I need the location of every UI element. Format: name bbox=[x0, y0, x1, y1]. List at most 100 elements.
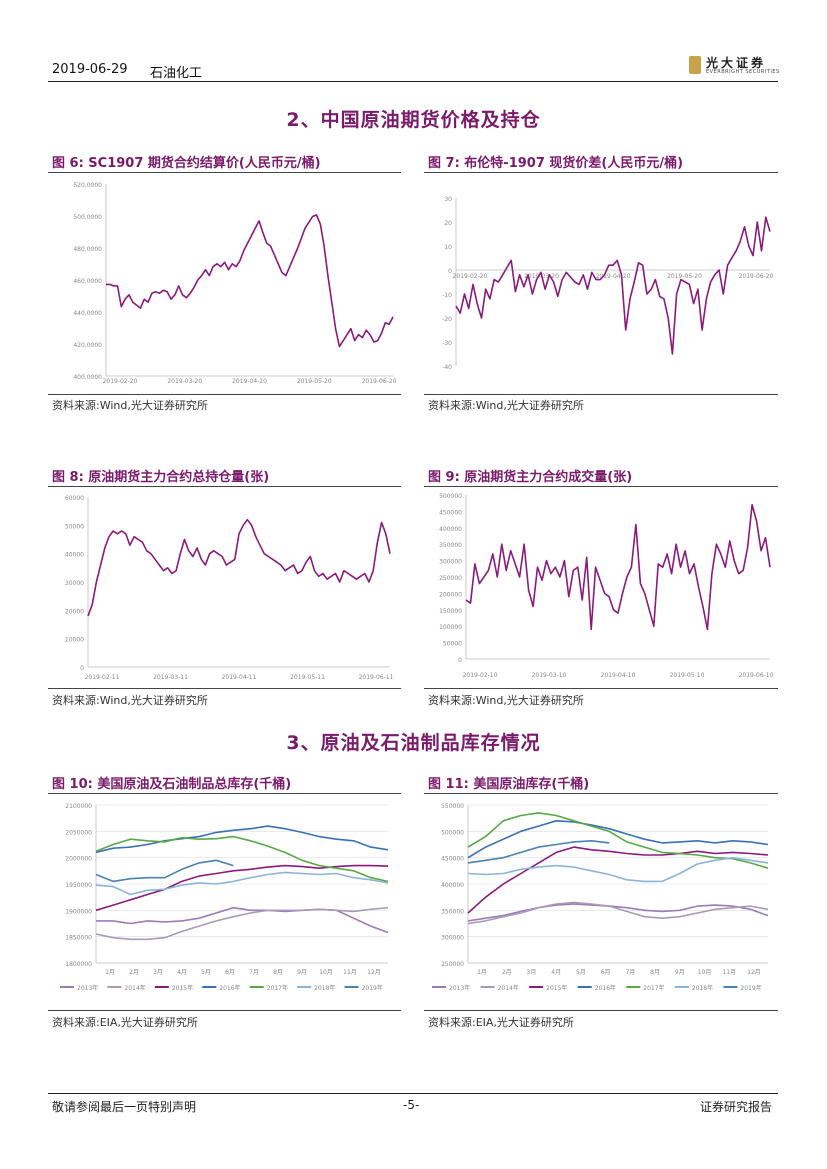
x-tick-label: 12月 bbox=[747, 969, 761, 976]
series-line-2013年 bbox=[96, 906, 389, 934]
y-tick-label: 0 bbox=[448, 268, 452, 275]
x-tick-label: 2019-04-20 bbox=[596, 273, 631, 280]
x-tick-label: 2019-04-11 bbox=[222, 674, 257, 681]
fig8-bottom-rule bbox=[48, 688, 401, 689]
y-tick-label: 2100000 bbox=[65, 803, 92, 810]
legend-label: 2018年 bbox=[692, 984, 713, 992]
fig11-source: 资料来源:EIA,光大证券研究所 bbox=[428, 1016, 574, 1029]
series-line-2014年 bbox=[467, 901, 769, 925]
series-line-2014年 bbox=[95, 906, 389, 941]
fig9-title: 图 9: 原油期货主力合约成交量(张) bbox=[428, 470, 633, 485]
y-tick-label: 550000 bbox=[441, 803, 464, 810]
chart-us-total-inventory: 2100000 2050000 2000000 1950000 1900000 18500… bbox=[60, 803, 389, 992]
series-line-成交量 bbox=[465, 504, 771, 631]
x-tick-label: 2019-06-10 bbox=[739, 672, 774, 679]
fig11-bottom-rule bbox=[424, 1010, 778, 1011]
x-tick-label: 10月 bbox=[319, 969, 333, 976]
x-tick-label: 6月 bbox=[225, 969, 235, 976]
x-tick-label: 8月 bbox=[273, 969, 283, 976]
x-tick-label: 12月 bbox=[367, 969, 381, 976]
logo-text-cn: 光大证券 bbox=[706, 56, 767, 70]
legend-label: 2016年 bbox=[219, 984, 240, 992]
y-tick-label: 0 bbox=[80, 665, 84, 672]
y-tick-label: 440.0000 bbox=[73, 310, 102, 317]
fig11-top-rule bbox=[424, 793, 778, 794]
x-tick-label: 2019-03-10 bbox=[532, 672, 567, 679]
fig10-bottom-rule bbox=[48, 1010, 401, 1011]
legend-label: 2015年 bbox=[172, 984, 193, 992]
y-tick-label: 500000 bbox=[439, 493, 462, 500]
x-tick-label: 2019-05-20 bbox=[297, 378, 332, 385]
fig7-source: 资料来源:Wind,光大证券研究所 bbox=[428, 399, 584, 412]
fig10-source: 资料来源:EIA,光大证券研究所 bbox=[52, 1016, 198, 1029]
x-tick-label: 6月 bbox=[601, 969, 611, 976]
legend-label: 2016年 bbox=[595, 984, 616, 992]
chart-sc1907-settlement: 520.0000 500.0000 480.0000 460.0000 440.0000… bbox=[73, 182, 397, 385]
everbright-logo-icon bbox=[689, 56, 701, 74]
legend-label: 2015年 bbox=[546, 984, 567, 992]
legend-label: 2017年 bbox=[643, 984, 664, 992]
x-tick-label: 2019-02-20 bbox=[453, 273, 488, 280]
y-tick-label: 1900000 bbox=[65, 908, 92, 915]
y-tick-label: -10 bbox=[442, 292, 452, 299]
x-tick-label: 2019-05-11 bbox=[290, 674, 325, 681]
series-line-2018年 bbox=[95, 871, 389, 896]
series-line-2016年 bbox=[467, 819, 769, 859]
y-tick-label: 350000 bbox=[441, 908, 464, 915]
series-line-总持仓量 bbox=[87, 518, 391, 617]
x-tick-label: 2019-06-11 bbox=[359, 674, 394, 681]
footer-disclaimer: 敬请参阅最后一页特别声明 bbox=[52, 1100, 197, 1114]
y-tick-label: 10 bbox=[444, 244, 452, 251]
x-tick-label: 2019-02-20 bbox=[103, 378, 138, 385]
fig9-top-rule bbox=[424, 486, 778, 487]
x-tick-label: 9月 bbox=[675, 969, 685, 976]
y-tick-label: 20 bbox=[444, 220, 452, 227]
legend-label: 2014年 bbox=[498, 984, 519, 992]
x-tick-label: 7月 bbox=[625, 969, 635, 976]
legend-label: 2013年 bbox=[449, 984, 470, 992]
x-tick-label: 2019-06-20 bbox=[362, 378, 397, 385]
x-tick-label: 5月 bbox=[576, 969, 586, 976]
report-category: 石油化工 bbox=[150, 66, 203, 81]
fig7-top-rule bbox=[424, 172, 778, 173]
logo-text-en: EVERBRIGHT SECURITIES bbox=[706, 69, 780, 75]
series-line-2017年 bbox=[467, 812, 769, 869]
page-number: -5- bbox=[403, 1098, 420, 1112]
x-tick-label: 2019-05-20 bbox=[667, 273, 702, 280]
series-line-2015年 bbox=[95, 864, 389, 912]
y-tick-label: 250000 bbox=[439, 575, 462, 582]
x-tick-label: 5月 bbox=[201, 969, 211, 976]
y-tick-label: 40000 bbox=[65, 552, 84, 559]
footer-rule bbox=[48, 1093, 778, 1094]
fig8-top-rule bbox=[48, 486, 401, 487]
fig6-bottom-rule bbox=[48, 394, 401, 395]
y-tick-label: 2050000 bbox=[65, 829, 92, 836]
y-tick-label: 450000 bbox=[439, 509, 462, 516]
y-tick-label: 150000 bbox=[439, 608, 462, 615]
x-tick-label: 2019-05-10 bbox=[670, 672, 705, 679]
fig9-bottom-rule bbox=[424, 688, 778, 689]
x-tick-label: 2019-03-20 bbox=[167, 378, 202, 385]
x-tick-label: 1月 bbox=[105, 969, 115, 976]
x-tick-label: 2019-04-10 bbox=[601, 672, 636, 679]
x-tick-label: 7月 bbox=[249, 969, 259, 976]
y-tick-label: 200000 bbox=[439, 591, 462, 598]
fig9-source: 资料来源:Wind,光大证券研究所 bbox=[428, 694, 584, 707]
y-tick-label: 400000 bbox=[439, 526, 462, 533]
x-tick-label: 10月 bbox=[698, 969, 712, 976]
legend-label: 2019年 bbox=[740, 984, 761, 992]
y-tick-label: 460.0000 bbox=[73, 278, 102, 285]
y-tick-label: 420.0000 bbox=[73, 342, 102, 349]
series-line-2013年 bbox=[467, 903, 769, 922]
y-tick-label: 520.0000 bbox=[73, 182, 102, 189]
section-title-3: 3、原油及石油制品库存情况 bbox=[286, 732, 541, 754]
series-line-2019年 bbox=[467, 839, 610, 864]
footer-report-type: 证券研究报告 bbox=[700, 1100, 773, 1114]
header-rule bbox=[48, 81, 778, 82]
legend-label: 2013年 bbox=[77, 984, 98, 992]
y-tick-label: 50000 bbox=[443, 641, 462, 648]
y-tick-label: 30000 bbox=[65, 580, 84, 587]
x-tick-label: 2月 bbox=[502, 969, 512, 976]
y-tick-label: 10000 bbox=[65, 637, 84, 644]
section-title-2: 2、中国原油期货价格及持仓 bbox=[286, 109, 541, 131]
